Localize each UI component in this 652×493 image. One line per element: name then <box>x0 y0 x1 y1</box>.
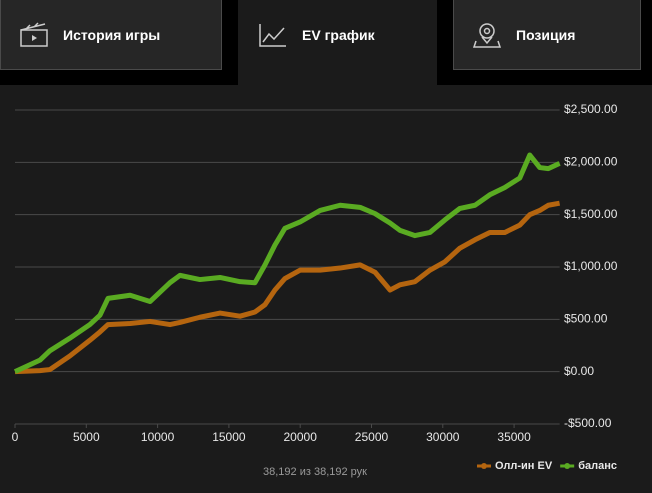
x-tick-label: 20000 <box>284 430 318 444</box>
footer: 38,192 из 38,192 рук <box>263 466 367 478</box>
chart-panel: 38,192 из 38,192 рук -$500.00 $0.00 $500.0… <box>0 85 652 493</box>
y-tick-label: $500.00 <box>564 312 608 326</box>
tab-label: История игры <box>63 26 161 43</box>
series-line <box>13 152 561 374</box>
y-tick-label: $2,000.00 <box>564 155 618 169</box>
legend-dot <box>481 463 487 469</box>
y-tick-label: -$500.00 <box>564 416 612 430</box>
x-tick-label: 15000 <box>212 430 246 444</box>
x-tick-label: 30000 <box>426 430 460 444</box>
x-tick-label: 5000 <box>73 430 100 444</box>
x-tick-label: 0 <box>12 430 19 444</box>
y-tick-label: $0.00 <box>564 364 594 378</box>
tab[interactable]: История игры <box>0 0 222 70</box>
icon <box>472 22 502 48</box>
y-tick-label: $1,500.00 <box>564 207 618 221</box>
y-tick-label: $2,500.00 <box>564 102 618 116</box>
x-tick-label: 10000 <box>141 430 175 444</box>
legend-label: Олл-ин EV <box>495 460 553 472</box>
series-line <box>14 200 561 375</box>
chart: 38,192 из 38,192 рук -$500.00 $0.00 $500.0… <box>12 102 618 478</box>
icon <box>20 21 48 47</box>
tab-label: EV график <box>302 27 375 43</box>
x-tick-label: 35000 <box>497 430 531 444</box>
y-tick-label: $1,000.00 <box>564 259 618 273</box>
x-tick-label: 25000 <box>355 430 389 444</box>
tab[interactable]: Позиция <box>453 0 641 70</box>
legend-dot <box>564 463 571 469</box>
icon <box>259 24 286 47</box>
legend-label: баланс <box>578 460 617 472</box>
tab-active[interactable]: EV график <box>238 0 437 86</box>
tab-label: Позиция <box>516 26 576 43</box>
